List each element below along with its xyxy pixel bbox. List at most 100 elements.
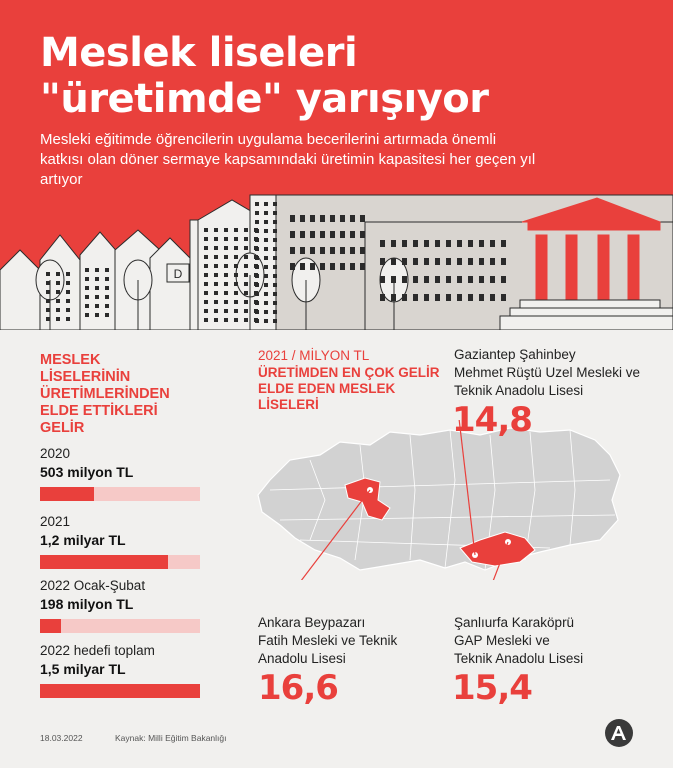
window: [264, 274, 268, 278]
window: [66, 281, 70, 285]
window: [479, 240, 484, 247]
window: [255, 211, 259, 215]
window: [66, 272, 70, 276]
window: [424, 294, 429, 301]
bar: [40, 684, 200, 698]
window: [85, 304, 89, 308]
window: [244, 291, 248, 295]
window: [244, 282, 248, 286]
window: [273, 274, 277, 278]
window: [380, 258, 385, 265]
window: [244, 228, 248, 232]
window: [46, 317, 50, 321]
window: [446, 240, 451, 247]
window: [264, 283, 268, 287]
window: [204, 300, 208, 304]
window: [350, 247, 355, 254]
window: [264, 256, 268, 260]
window: [435, 294, 440, 301]
window: [255, 202, 259, 206]
window: [105, 277, 109, 281]
window: [468, 276, 473, 283]
window: [46, 281, 50, 285]
window: [204, 237, 208, 241]
window: [435, 276, 440, 283]
window: [46, 290, 50, 294]
window: [273, 310, 277, 314]
window: [490, 258, 495, 265]
window: [391, 258, 396, 265]
callout-sanliurfa-name: Şanlıurfa Karaköprü GAP Mesleki ve Tekni…: [454, 614, 583, 668]
window: [435, 240, 440, 247]
window: [244, 246, 248, 250]
window: [234, 291, 238, 295]
turkey-map: [257, 420, 621, 580]
callout-ankara-value: 16,6: [258, 668, 339, 708]
window: [446, 276, 451, 283]
callout-ankara-name: Ankara Beypazarı Fatih Mesleki ve Teknik…: [258, 614, 397, 668]
window: [273, 238, 277, 242]
window: [214, 273, 218, 277]
window: [244, 237, 248, 241]
window: [204, 273, 208, 277]
window: [234, 237, 238, 241]
window: [300, 263, 305, 270]
window: [46, 272, 50, 276]
window: [391, 276, 396, 283]
window: [264, 265, 268, 269]
window: [424, 258, 429, 265]
window: [300, 247, 305, 254]
window: [413, 240, 418, 247]
bar-item: 2020 503 milyon TL: [40, 445, 200, 501]
window: [224, 273, 228, 277]
window: [479, 258, 484, 265]
window: [95, 277, 99, 281]
window: [340, 231, 345, 238]
window: [224, 228, 228, 232]
window: [446, 294, 451, 301]
title-line-2: "üretimde" yarışıyor: [40, 76, 489, 122]
window: [273, 292, 277, 296]
window: [255, 238, 259, 242]
window: [214, 246, 218, 250]
window: [66, 299, 70, 303]
window: [66, 290, 70, 294]
ankara-region: [344, 477, 391, 521]
window: [435, 258, 440, 265]
window: [204, 291, 208, 295]
window: [468, 294, 473, 301]
turkey-outline: [257, 427, 621, 571]
window: [380, 240, 385, 247]
window: [446, 258, 451, 265]
window: [244, 273, 248, 277]
window: [255, 220, 259, 224]
window: [468, 258, 473, 265]
window: [310, 215, 315, 222]
window: [255, 274, 259, 278]
window: [224, 291, 228, 295]
name-line: Ankara Beypazarı: [258, 615, 366, 630]
window: [290, 247, 295, 254]
window: [95, 268, 99, 272]
name-line: Fatih Mesleki ve Teknik: [258, 633, 398, 648]
header-banner: Meslek liseleri "üretimde" yarışıyor Mes…: [0, 0, 673, 330]
window: [391, 240, 396, 247]
window: [56, 281, 60, 285]
map-unit-label: 2021 / MİLYON TL: [258, 348, 370, 363]
window: [56, 290, 60, 294]
window: [224, 246, 228, 250]
window: [290, 263, 295, 270]
aa-logo-icon: [605, 719, 633, 747]
window: [340, 263, 345, 270]
name-line: Gaziantep Şahinbey: [454, 347, 576, 362]
bar-chart-title: MESLEK LİSELERİNİN ÜRETİMLERİNDEN ELDE E…: [40, 352, 170, 436]
window: [214, 318, 218, 322]
window: [479, 294, 484, 301]
window: [330, 231, 335, 238]
window: [255, 229, 259, 233]
window: [340, 247, 345, 254]
window: [310, 231, 315, 238]
bar: [40, 555, 168, 569]
window: [255, 256, 259, 260]
city-skyline-illustration: D: [0, 194, 673, 330]
